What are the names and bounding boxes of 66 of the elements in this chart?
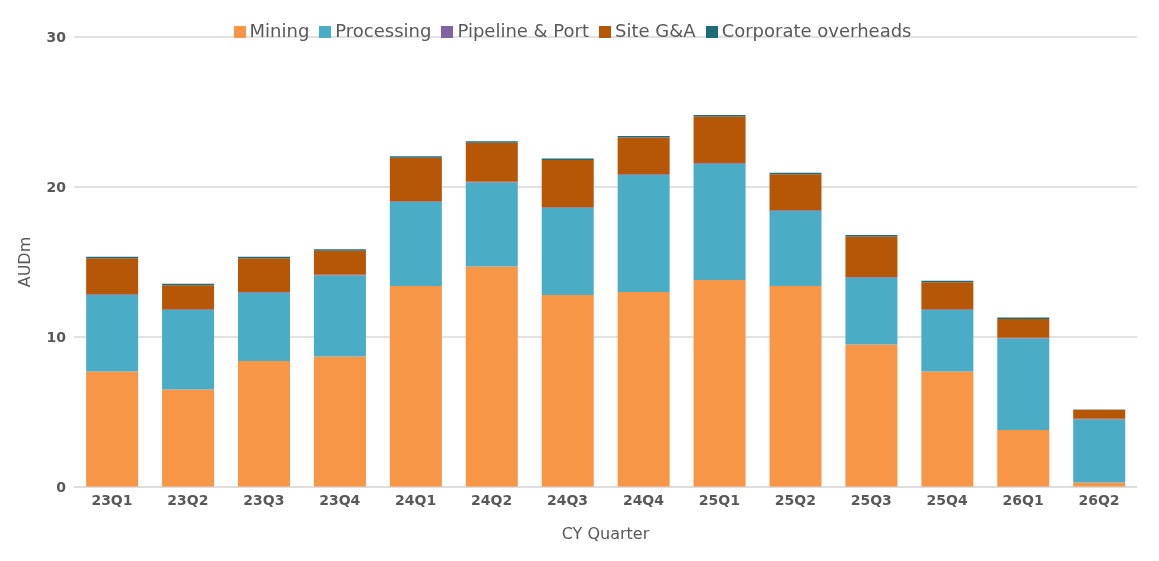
x-axis-title: CY Quarter (561, 524, 650, 543)
x-tick-label: 24Q3 (546, 491, 589, 508)
bar (997, 338, 1050, 430)
x-tick-label: 23Q2 (167, 491, 209, 508)
x-tick-label: 25Q2 (774, 491, 816, 508)
bar (465, 266, 518, 487)
bar (389, 202, 442, 286)
bar (617, 292, 670, 487)
bar (617, 175, 670, 292)
x-tick-label: 25Q3 (850, 491, 892, 508)
bar (238, 292, 291, 361)
x-tick-label: 25Q1 (698, 491, 740, 508)
bar (162, 389, 215, 487)
bar (313, 250, 366, 275)
bar (162, 310, 215, 390)
bar (465, 142, 518, 182)
bar (693, 116, 746, 163)
legend-label: Corporate overheads (721, 20, 912, 41)
x-tick-label: 26Q1 (1002, 491, 1044, 508)
bar (86, 258, 139, 295)
x-tick-label: 23Q3 (243, 491, 285, 508)
bar (693, 163, 746, 280)
bar (921, 310, 974, 372)
bar (769, 286, 822, 487)
x-tick-label: 24Q2 (471, 491, 513, 508)
bar (389, 286, 442, 487)
bar (997, 430, 1050, 487)
bar (162, 285, 215, 310)
bar (845, 277, 898, 345)
bar (313, 275, 366, 357)
bar (238, 258, 291, 292)
y-axis-title: AUDm (14, 236, 34, 288)
bar (693, 280, 746, 487)
legend-label: Mining (249, 20, 310, 41)
y-tick-label: 10 (46, 328, 67, 345)
bar (389, 157, 442, 202)
bar (921, 371, 974, 487)
bar (845, 344, 898, 487)
y-tick-label: 0 (56, 478, 67, 495)
x-tick-label: 23Q1 (91, 491, 133, 508)
bar (1073, 409, 1126, 419)
bar (465, 182, 518, 267)
x-tick-label: 26Q2 (1078, 491, 1120, 508)
bar (313, 356, 366, 487)
bar (541, 295, 594, 487)
x-tick-label: 24Q4 (622, 491, 665, 508)
x-tick-label: 24Q1 (395, 491, 437, 508)
bar (86, 295, 139, 372)
bar (541, 160, 594, 208)
legend-label: Site G&A (615, 20, 696, 41)
bar (541, 208, 594, 295)
bar (997, 319, 1050, 338)
legend-label: Processing (335, 20, 432, 41)
legend-label: Pipeline & Port (457, 20, 590, 41)
x-tick-label: 25Q4 (926, 491, 968, 508)
bar (238, 361, 291, 487)
y-tick-label: 30 (46, 28, 67, 45)
bar (921, 282, 974, 310)
bar (769, 174, 822, 211)
bar (769, 211, 822, 286)
y-tick-label: 20 (46, 178, 67, 195)
x-tick-label: 23Q4 (319, 491, 361, 508)
bar (845, 236, 898, 277)
bar (86, 371, 139, 487)
bar (617, 137, 670, 175)
bar (1073, 419, 1126, 483)
